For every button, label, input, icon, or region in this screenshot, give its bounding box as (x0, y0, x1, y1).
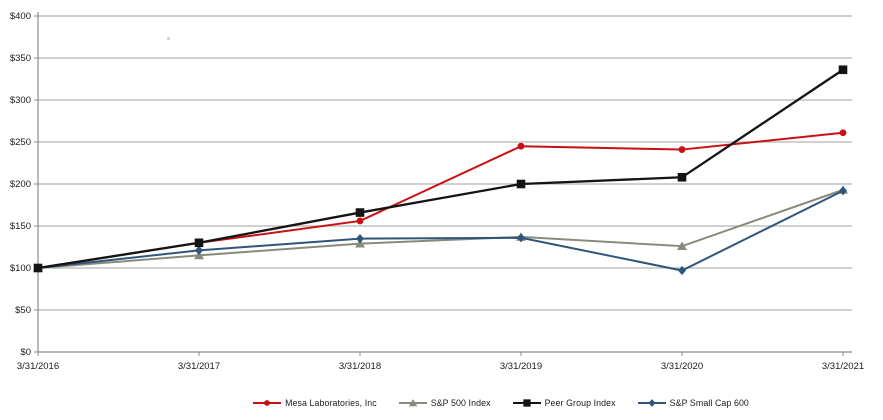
x-axis-tick-label: 3/31/2021 (822, 361, 864, 372)
series-marker-triangle (677, 241, 687, 250)
y-axis-tick-label: $100 (10, 263, 31, 274)
series-marker-diamond (356, 234, 364, 244)
legend-marker-icon (637, 399, 666, 407)
x-axis-tick-label: 3/31/2017 (178, 361, 220, 372)
legend-item: S&P Small Cap 600 (637, 397, 749, 409)
legend-marker-icon (398, 399, 427, 407)
series-marker-circle (839, 129, 847, 137)
series-marker-square (355, 208, 365, 217)
chart-legend: Mesa Laboratories, Inc S&P 500 Index Peer … (0, 391, 883, 415)
y-axis-tick-label: $200 (10, 179, 31, 190)
series-marker-triangle (355, 239, 365, 248)
legend-item: Mesa Laboratories, Inc (252, 397, 377, 409)
series-marker-circle (517, 142, 525, 150)
scan-artifact-dot (167, 37, 170, 40)
series-marker-triangle (408, 399, 417, 407)
chart-canvas: $0 $50 $100 $150 $200 $250 $300 $350 $400 3/31/20… (10, 11, 864, 372)
series-marker-diamond (839, 186, 847, 196)
y-axis-tick-label: $150 (10, 221, 31, 232)
series-line (37, 68, 844, 270)
y-axis-tick-label: $250 (10, 137, 31, 148)
series-line (37, 131, 844, 269)
y-axis-tick-label: $50 (15, 305, 31, 316)
y-axis-tick-label: $400 (10, 11, 31, 22)
x-axis-tick-label: 3/31/2018 (339, 361, 381, 372)
series-marker-square (838, 65, 848, 75)
legend-marker-icon (512, 399, 541, 407)
y-axis-tick-label: $0 (20, 347, 31, 358)
series-marker-square (516, 179, 526, 189)
series-marker-circle (356, 217, 364, 225)
x-axis-tick-label: 3/31/2020 (661, 361, 703, 372)
legend-item: Peer Group Index (512, 397, 616, 409)
series-marker-square (677, 172, 687, 182)
y-axis-tick-label: $350 (10, 53, 31, 64)
series-marker-diamond (517, 233, 525, 243)
series-marker-diamond (195, 245, 203, 255)
legend-item: S&P 500 Index (398, 397, 491, 409)
x-axis-tick-label: 3/31/2016 (17, 361, 59, 372)
legend-label: Peer Group Index (544, 398, 616, 408)
series-marker-circle (678, 146, 686, 153)
series-line (37, 188, 844, 269)
series-marker-diamond (648, 399, 656, 407)
series-line (37, 189, 844, 272)
x-axis-tick-label: 3/31/2019 (500, 361, 542, 372)
series-marker-triangle (194, 250, 204, 260)
legend-label: S&P Small Cap 600 (669, 398, 749, 408)
y-axis-tick-label: $300 (10, 95, 31, 106)
series-marker-diamond (678, 265, 686, 276)
legend-label: S&P 500 Index (430, 398, 491, 408)
legend-marker-icon (253, 400, 282, 406)
series-marker-square (33, 263, 43, 273)
series-marker-square (522, 399, 531, 407)
series-marker-circle (264, 400, 270, 406)
legend-label: Mesa Laboratories, Inc (285, 398, 377, 408)
series-marker-square (194, 238, 204, 248)
